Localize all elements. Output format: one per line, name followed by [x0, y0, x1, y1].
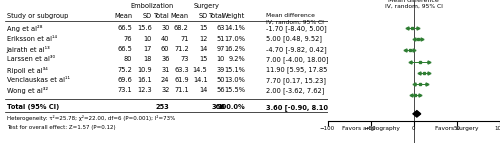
Text: 80: 80 — [124, 56, 132, 62]
Text: Ripoll et al³⁴: Ripoll et al³⁴ — [6, 66, 48, 74]
Text: 97: 97 — [216, 46, 225, 52]
Text: 71: 71 — [180, 36, 189, 42]
Text: 63: 63 — [216, 25, 225, 31]
Text: 30: 30 — [161, 25, 170, 31]
Text: Jairath et al¹³: Jairath et al¹³ — [6, 46, 51, 53]
Polygon shape — [413, 111, 420, 117]
Text: 17: 17 — [144, 46, 152, 52]
Text: Mean difference: Mean difference — [388, 0, 439, 3]
Text: 15: 15 — [199, 56, 207, 62]
Text: 63.3: 63.3 — [174, 66, 189, 73]
Text: 50: 50 — [216, 77, 225, 83]
Text: 12: 12 — [199, 36, 207, 42]
Text: 14.1%: 14.1% — [224, 25, 246, 31]
Text: -1.70 [-8.40, 5.00]: -1.70 [-8.40, 5.00] — [266, 25, 327, 32]
Text: 60: 60 — [161, 46, 170, 52]
Text: Mean: Mean — [114, 13, 132, 19]
Text: 12.3: 12.3 — [137, 87, 152, 93]
Text: 32: 32 — [161, 87, 170, 93]
Text: 73: 73 — [180, 56, 189, 62]
Text: Favors surgery: Favors surgery — [435, 126, 478, 131]
Text: 17.0%: 17.0% — [224, 36, 246, 42]
Text: 14.1: 14.1 — [193, 77, 208, 83]
Text: IV, random, 95% CI: IV, random, 95% CI — [385, 4, 442, 9]
Text: 10: 10 — [216, 56, 225, 62]
Text: 15.1%: 15.1% — [224, 66, 246, 73]
Text: Test for overall effect: Z=1.57 (P=0.12): Test for overall effect: Z=1.57 (P=0.12) — [6, 125, 115, 130]
Text: 24: 24 — [161, 77, 170, 83]
Text: Mean difference
IV, random, 95% CI: Mean difference IV, random, 95% CI — [266, 13, 324, 24]
Text: 76: 76 — [124, 36, 132, 42]
Text: 73.1: 73.1 — [118, 87, 132, 93]
Text: 253: 253 — [156, 104, 170, 110]
Text: SD: SD — [142, 13, 152, 19]
Text: 5.00 [0.48, 9.52]: 5.00 [0.48, 9.52] — [266, 36, 322, 42]
Text: Mean: Mean — [170, 13, 189, 19]
Text: 366: 366 — [211, 104, 225, 110]
Text: 56: 56 — [216, 87, 225, 93]
Text: 14.5: 14.5 — [193, 66, 208, 73]
Text: 15: 15 — [199, 25, 207, 31]
Text: 40: 40 — [161, 36, 170, 42]
Text: 14: 14 — [199, 46, 207, 52]
Text: 36: 36 — [161, 56, 170, 62]
Text: Total: Total — [209, 13, 225, 19]
Text: SD: SD — [198, 13, 207, 19]
Text: 39: 39 — [216, 66, 225, 73]
Text: Eriksson et al¹⁴: Eriksson et al¹⁴ — [6, 36, 56, 42]
Text: 10: 10 — [144, 36, 152, 42]
Text: 61.9: 61.9 — [174, 77, 189, 83]
Text: 14: 14 — [199, 87, 207, 93]
Text: 100.0%: 100.0% — [218, 104, 246, 110]
Text: Wong et al³²: Wong et al³² — [6, 87, 48, 94]
Text: 3.60 [-0.90, 8.10]: 3.60 [-0.90, 8.10] — [266, 104, 332, 111]
Text: Favors angiography: Favors angiography — [342, 126, 400, 131]
Text: Larssen et al³⁰: Larssen et al³⁰ — [6, 56, 54, 62]
Text: -4.70 [-9.82, 0.42]: -4.70 [-9.82, 0.42] — [266, 46, 327, 53]
Text: Total: Total — [154, 13, 170, 19]
Text: Venclauskas et al¹¹: Venclauskas et al¹¹ — [6, 77, 70, 83]
Text: 51: 51 — [216, 36, 225, 42]
Text: 16.1: 16.1 — [137, 77, 152, 83]
Text: 31: 31 — [161, 66, 170, 73]
Text: 7.00 [-4.00, 18.00]: 7.00 [-4.00, 18.00] — [266, 56, 329, 63]
Text: Embolization: Embolization — [130, 3, 174, 9]
Text: Ang et al²⁸: Ang et al²⁸ — [6, 25, 42, 32]
Text: 71.1: 71.1 — [174, 87, 189, 93]
Text: 18: 18 — [144, 56, 152, 62]
Text: 7.70 [0.17, 15.23]: 7.70 [0.17, 15.23] — [266, 77, 326, 84]
Text: 10.9: 10.9 — [137, 66, 152, 73]
Text: 16.2%: 16.2% — [224, 46, 246, 52]
Text: 2.00 [-3.62, 7.62]: 2.00 [-3.62, 7.62] — [266, 87, 324, 94]
Text: 15.6: 15.6 — [137, 25, 152, 31]
Text: Heterogeneity: τ²=25.78; χ²=22.00, df=6 (P=0.001); I²=73%: Heterogeneity: τ²=25.78; χ²=22.00, df=6 … — [6, 115, 175, 121]
Text: Study or subgroup: Study or subgroup — [6, 13, 68, 19]
Text: 9.2%: 9.2% — [228, 56, 246, 62]
Text: Total (95% CI): Total (95% CI) — [6, 104, 59, 110]
Text: 75.2: 75.2 — [118, 66, 132, 73]
Text: 66.5: 66.5 — [118, 46, 132, 52]
Text: 11.90 [5.95, 17.85]: 11.90 [5.95, 17.85] — [266, 66, 330, 73]
Text: 15.5%: 15.5% — [224, 87, 246, 93]
Text: Surgery: Surgery — [194, 3, 220, 9]
Text: Weight: Weight — [222, 13, 246, 19]
Text: 66.5: 66.5 — [118, 25, 132, 31]
Text: 71.2: 71.2 — [174, 46, 189, 52]
Text: 68.2: 68.2 — [174, 25, 189, 31]
Text: 69.6: 69.6 — [118, 77, 132, 83]
Text: 13.0%: 13.0% — [224, 77, 246, 83]
